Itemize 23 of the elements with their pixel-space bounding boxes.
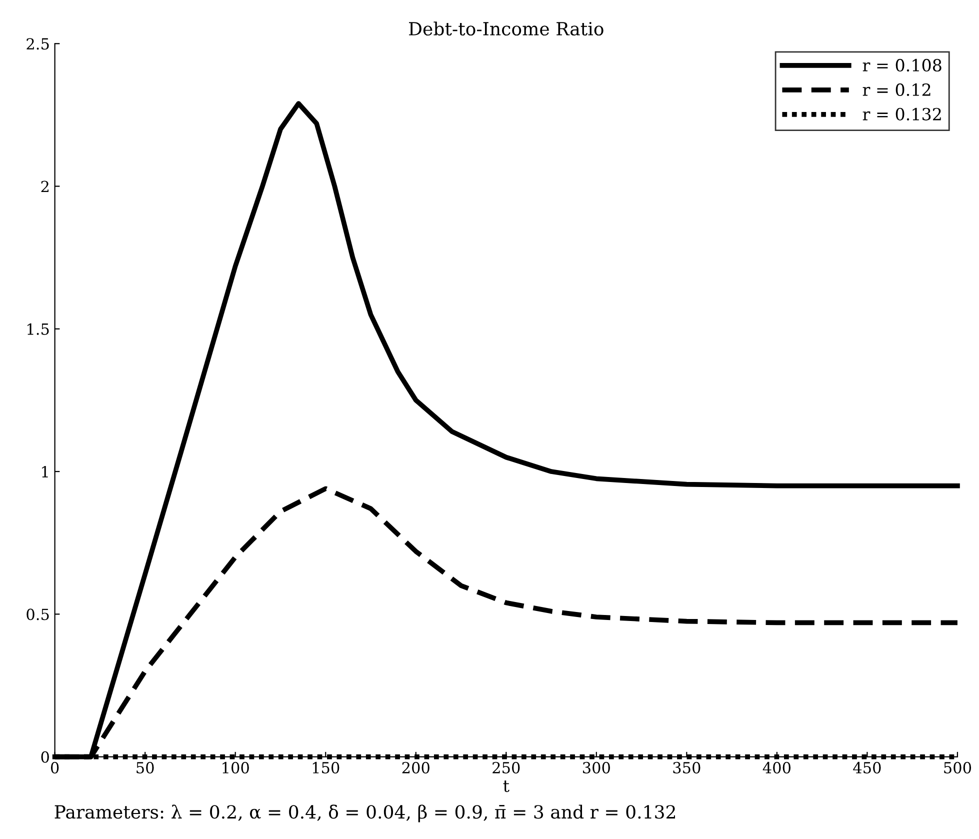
x-tick-label: 300 — [582, 762, 610, 774]
x-tick-label: 250 — [492, 762, 520, 774]
x-tick-label: 500 — [944, 762, 972, 774]
x-tick-label: 350 — [673, 762, 700, 774]
text: Parameters: λ = 0.2, α = 0.4, δ = 0.04, β = 0.9, π̄ = 3 and r = 0.132 — [54, 804, 675, 822]
x-axis-title: t — [503, 780, 510, 792]
y-tick-label: 2.5 — [26, 38, 49, 50]
chart-title: Debt-to-Income Ratio — [409, 22, 604, 36]
y-tick-label: 2 — [41, 180, 48, 192]
x-tick-label: 450 — [853, 762, 881, 774]
x-tick-label: 0 — [50, 762, 59, 774]
x-tick-label: 150 — [312, 762, 340, 774]
legend-label: r = 0.12 — [862, 83, 930, 96]
x-tick-label: 400 — [762, 762, 790, 774]
x-tick-label: 200 — [402, 762, 430, 774]
y-tick-label: 1 — [42, 466, 48, 478]
y-tick-label: 0 — [41, 751, 49, 763]
y-tick-label: 1.5 — [28, 323, 49, 335]
x-tick-label: 50 — [136, 762, 154, 774]
legend-label: r = 0.108 — [862, 58, 942, 72]
x-tick-label: 100 — [222, 762, 249, 774]
y-tick-label: 0.5 — [26, 608, 49, 620]
legend-label: r = 0.132 — [862, 108, 941, 120]
